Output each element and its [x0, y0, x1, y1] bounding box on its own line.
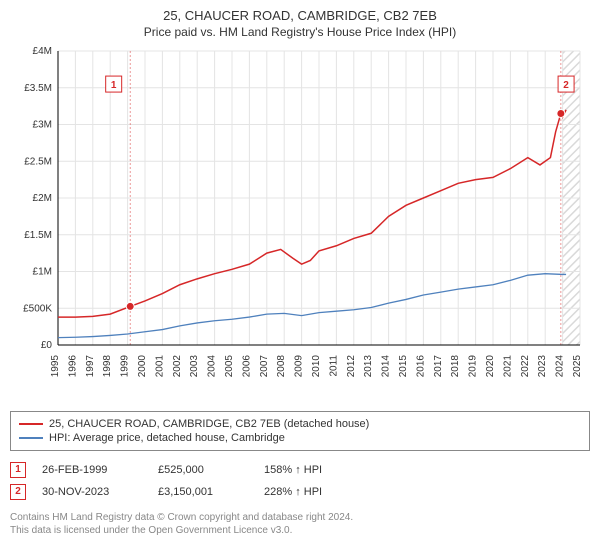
- svg-text:2003: 2003: [189, 354, 200, 377]
- svg-text:£0: £0: [41, 340, 53, 351]
- data-point-date: 26-FEB-1999: [42, 464, 142, 476]
- legend-label: 25, CHAUCER ROAD, CAMBRIDGE, CB2 7EB (de…: [49, 418, 369, 430]
- svg-text:2010: 2010: [311, 354, 322, 377]
- data-point-delta: 228% ↑ HPI: [264, 486, 322, 498]
- svg-text:£1.5M: £1.5M: [24, 230, 52, 241]
- data-point-delta: 158% ↑ HPI: [264, 464, 322, 476]
- svg-text:2019: 2019: [468, 354, 479, 377]
- legend-swatch: [19, 423, 43, 425]
- data-point-date: 30-NOV-2023: [42, 486, 142, 498]
- svg-text:2: 2: [563, 80, 569, 91]
- data-point-row: 2 30-NOV-2023 £3,150,001 228% ↑ HPI: [10, 481, 590, 503]
- data-points-table: 1 26-FEB-1999 £525,000 158% ↑ HPI 2 30-NOV-20…: [10, 459, 590, 503]
- marker-box: 1: [10, 462, 26, 478]
- svg-text:2025: 2025: [572, 354, 583, 377]
- svg-text:2011: 2011: [328, 354, 339, 376]
- svg-text:2020: 2020: [485, 354, 496, 377]
- chart-area: £0 £500K £1M £1.5M £2M £2.5M £3M £3.5M £4M 1995 19…: [10, 45, 590, 405]
- svg-text:2024: 2024: [555, 354, 566, 377]
- svg-text:1997: 1997: [85, 354, 96, 377]
- svg-text:£2M: £2M: [33, 193, 52, 204]
- svg-text:2004: 2004: [207, 354, 218, 377]
- chart-svg: £0 £500K £1M £1.5M £2M £2.5M £3M £3.5M £4M 1995 19…: [10, 45, 590, 405]
- chart-subtitle: Price paid vs. HM Land Registry's House …: [10, 25, 590, 39]
- svg-text:2013: 2013: [363, 354, 374, 377]
- svg-text:2021: 2021: [502, 354, 513, 377]
- svg-text:2000: 2000: [137, 354, 148, 377]
- attribution: Contains HM Land Registry data © Crown c…: [10, 511, 590, 537]
- svg-text:1999: 1999: [120, 354, 131, 377]
- svg-text:2017: 2017: [433, 354, 444, 377]
- svg-text:£3.5M: £3.5M: [24, 83, 52, 94]
- legend-item: HPI: Average price, detached house, Camb…: [19, 431, 581, 445]
- data-point-price: £525,000: [158, 464, 248, 476]
- svg-text:2002: 2002: [172, 354, 183, 377]
- svg-text:£3M: £3M: [33, 119, 52, 130]
- svg-text:2008: 2008: [276, 354, 287, 377]
- svg-text:2018: 2018: [450, 354, 461, 377]
- svg-text:2007: 2007: [259, 354, 270, 377]
- svg-text:2015: 2015: [398, 354, 409, 377]
- legend-label: HPI: Average price, detached house, Camb…: [49, 432, 285, 444]
- svg-text:2023: 2023: [537, 354, 548, 377]
- svg-text:2014: 2014: [381, 354, 392, 377]
- chart-title: 25, CHAUCER ROAD, CAMBRIDGE, CB2 7EB: [10, 8, 590, 25]
- svg-text:2006: 2006: [241, 354, 252, 377]
- svg-text:2009: 2009: [294, 354, 305, 377]
- svg-text:2012: 2012: [346, 354, 357, 377]
- svg-text:2001: 2001: [154, 354, 165, 377]
- svg-text:£1M: £1M: [33, 266, 52, 277]
- svg-text:2016: 2016: [415, 354, 426, 377]
- svg-text:1995: 1995: [50, 354, 61, 377]
- svg-text:£500K: £500K: [23, 303, 52, 314]
- legend-item: 25, CHAUCER ROAD, CAMBRIDGE, CB2 7EB (de…: [19, 417, 581, 431]
- svg-text:2022: 2022: [520, 354, 531, 377]
- legend-swatch: [19, 437, 43, 439]
- attribution-line1: Contains HM Land Registry data © Crown c…: [10, 511, 590, 524]
- data-point-price: £3,150,001: [158, 486, 248, 498]
- svg-text:2005: 2005: [224, 354, 235, 377]
- svg-text:£2.5M: £2.5M: [24, 156, 52, 167]
- svg-text:1998: 1998: [102, 354, 113, 377]
- marker-box: 2: [10, 484, 26, 500]
- legend-box: 25, CHAUCER ROAD, CAMBRIDGE, CB2 7EB (de…: [10, 411, 590, 451]
- attribution-line2: This data is licensed under the Open Gov…: [10, 524, 590, 537]
- svg-text:£4M: £4M: [33, 46, 52, 57]
- svg-text:1: 1: [111, 80, 117, 91]
- data-point-row: 1 26-FEB-1999 £525,000 158% ↑ HPI: [10, 459, 590, 481]
- svg-text:1996: 1996: [67, 354, 78, 377]
